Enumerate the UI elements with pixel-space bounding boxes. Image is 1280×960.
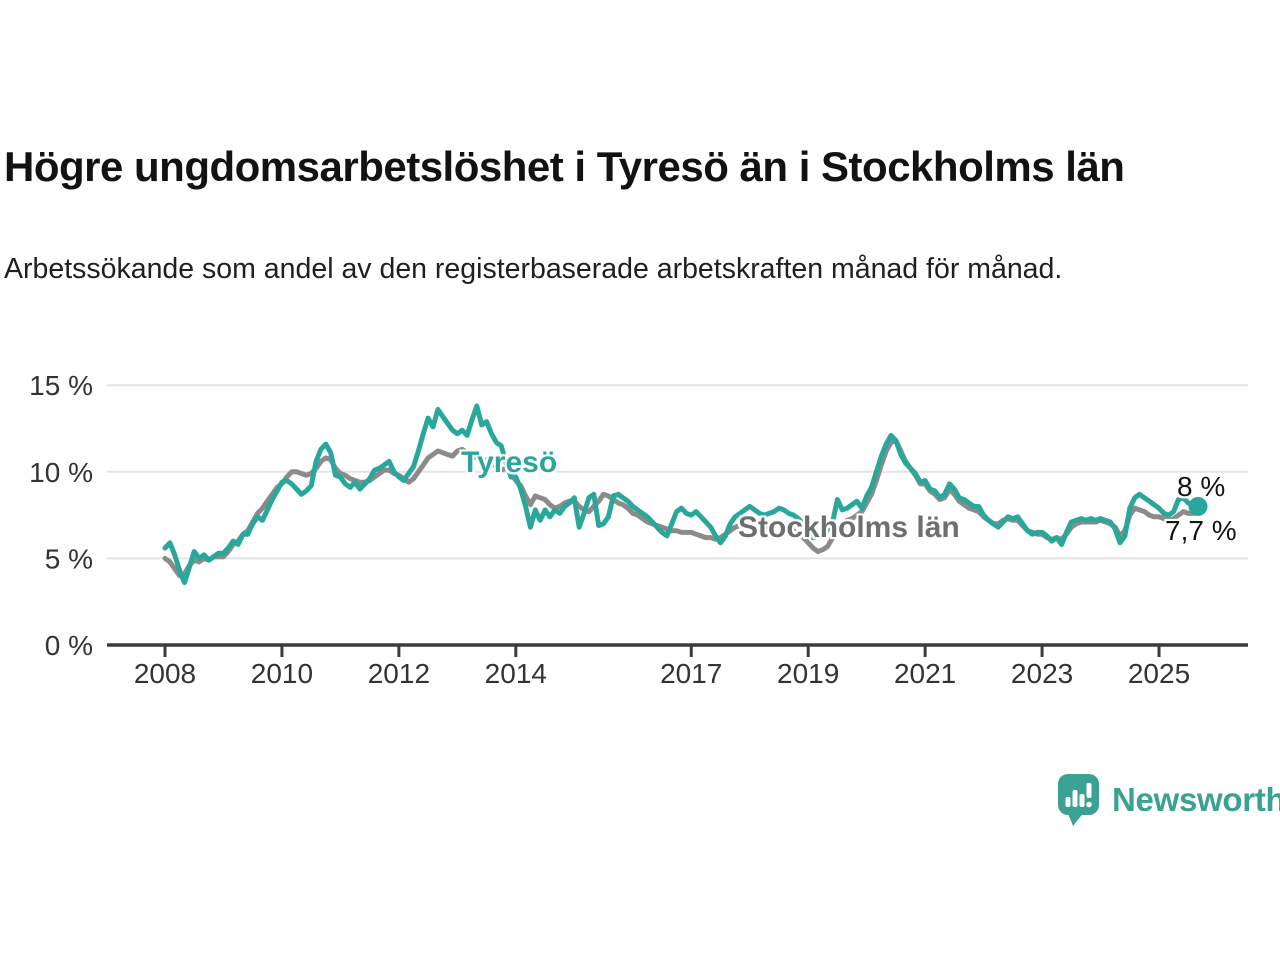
x-tick-label: 2010 [251, 658, 313, 689]
x-tick-label: 2021 [894, 658, 956, 689]
brand-name: Newsworthy [1112, 781, 1280, 818]
x-tick-label: 2017 [660, 658, 722, 689]
x-tick-label: 2012 [368, 658, 430, 689]
x-tick-label: 2014 [485, 658, 547, 689]
chart-subtitle: Arbetssökande som andel av den registerb… [4, 253, 1063, 285]
tyreso-line [162, 403, 1201, 586]
newsworthy-bubble-chart-icon [1058, 774, 1099, 826]
x-tick-label: 2025 [1128, 658, 1190, 689]
tyreso-end-dot [1188, 496, 1208, 516]
y-tick-label: 5 % [45, 543, 93, 574]
page-title: Högre ungdomsarbetslöshet i Tyresö än i … [4, 143, 1125, 190]
x-tick-label: 2008 [134, 658, 196, 689]
end-value-tyreso: 8 % [1177, 471, 1226, 502]
y-tick-label: 10 % [29, 457, 93, 488]
series-label-stockholms-lan: Stockholms län [738, 511, 960, 544]
y-tick-label: 0 % [45, 630, 93, 661]
y-tick-label: 15 % [29, 370, 93, 401]
x-tick-label: 2023 [1011, 658, 1073, 689]
series-label-tyreso: Tyresö [461, 446, 558, 479]
end-value-stockholms-lan: 7,7 % [1165, 515, 1237, 546]
newsworthy-logo: Newsworthy [1056, 772, 1280, 828]
x-tick-label: 2019 [777, 658, 839, 689]
